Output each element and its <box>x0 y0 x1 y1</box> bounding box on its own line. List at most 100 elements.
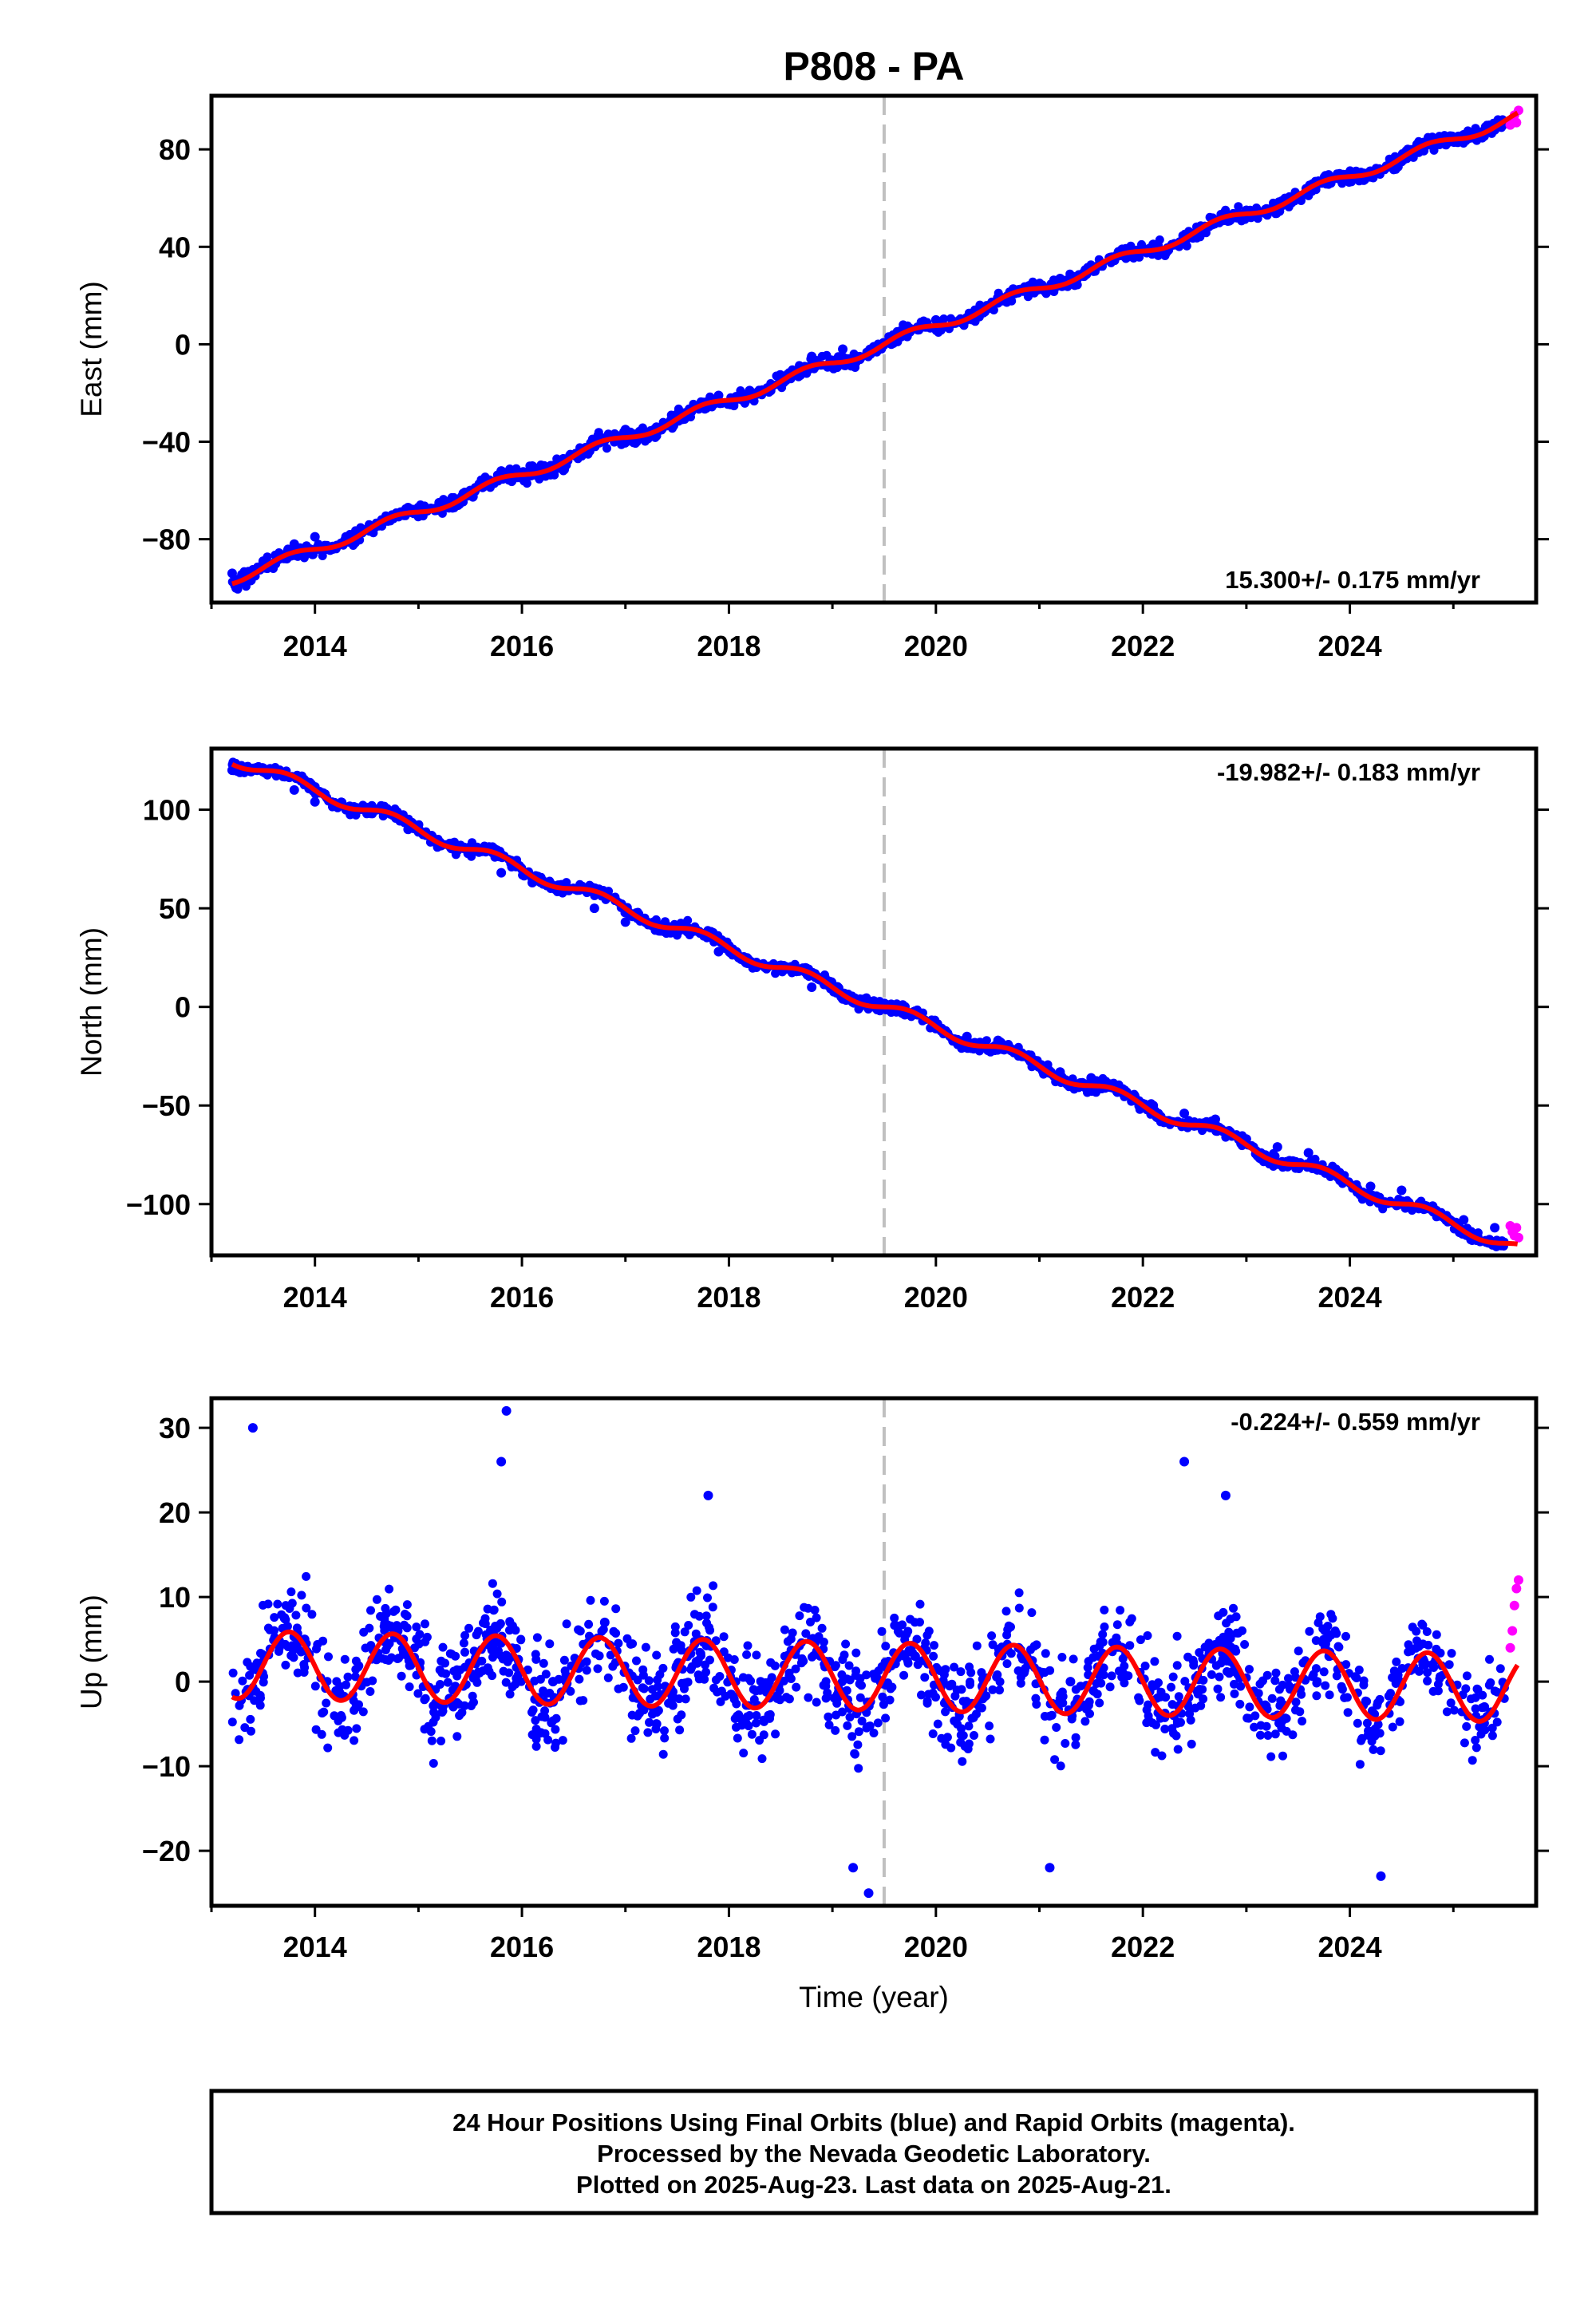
up-final-orbit-noise-point <box>1027 1608 1037 1618</box>
up-final-orbit-noise-point <box>543 1735 553 1745</box>
east-final-orbit-noise-point <box>1345 166 1355 176</box>
north-final-orbit-noise-point <box>887 1008 896 1018</box>
up-final-orbit-noise-point <box>1305 1626 1314 1636</box>
up-y-tick-label: 20 <box>159 1496 191 1529</box>
up-final-orbit-noise-point <box>964 1721 974 1731</box>
up-final-orbit-noise-point <box>252 1658 262 1668</box>
east-final-orbit-noise-point <box>511 464 520 474</box>
east-x-tick-label: 2022 <box>1111 630 1175 662</box>
up-final-orbit-noise-point <box>638 1670 648 1680</box>
up-final-orbit-noise-point <box>365 1687 375 1696</box>
up-final-orbit-point <box>1479 1701 1490 1712</box>
up-final-orbit-noise-point <box>393 1654 402 1663</box>
east-final-orbit-point <box>745 385 755 396</box>
east-final-orbit-noise-point <box>1153 251 1163 260</box>
up-final-orbit-noise-point <box>784 1671 794 1681</box>
plot-title: P808 - PA <box>784 44 965 89</box>
up-final-orbit-noise-point <box>675 1725 685 1735</box>
east-final-orbit-noise-point <box>349 541 358 550</box>
north-final-orbit-noise-point <box>982 1036 991 1045</box>
up-final-orbit-noise-point <box>302 1571 311 1581</box>
up-y-tick-label: −10 <box>142 1750 191 1783</box>
up-final-orbit-noise-point <box>845 1713 855 1722</box>
up-rapid-orbit-point <box>1511 1583 1522 1594</box>
up-final-orbit-noise-point <box>1100 1605 1109 1614</box>
up-final-orbit-noise-point <box>427 1736 437 1745</box>
up-final-orbit-noise-point <box>881 1642 891 1651</box>
up-final-orbit-noise-point <box>632 1656 641 1666</box>
east-frame <box>209 93 1539 605</box>
up-final-orbit-noise-point <box>1245 1665 1254 1674</box>
up-final-orbit-noise-point <box>1462 1721 1472 1731</box>
east-final-orbit-noise-point <box>1225 216 1235 226</box>
x-axis-label: Time (year) <box>799 1981 949 2014</box>
up-final-orbit-noise-point <box>405 1682 414 1692</box>
up-final-orbit-noise-point <box>752 1650 761 1660</box>
up-final-orbit-noise-point <box>531 1716 540 1725</box>
up-final-orbit-noise-point <box>365 1623 374 1633</box>
up-final-orbit-noise-point <box>1423 1676 1432 1686</box>
up-x-tick-label: 2020 <box>904 1931 968 1963</box>
up-final-orbit-noise-point <box>1284 1674 1293 1683</box>
up-final-orbit-noise-point <box>1014 1603 1024 1613</box>
up-final-orbit-point <box>599 1617 610 1627</box>
up-final-orbit-point <box>1428 1659 1438 1670</box>
up-final-orbit-noise-point <box>929 1651 938 1661</box>
up-final-orbit-noise-point <box>691 1629 701 1638</box>
up-final-orbit-noise-point <box>1014 1588 1024 1598</box>
north-rapid-orbit-points <box>1505 1220 1523 1243</box>
up-final-orbit-noise-point <box>1172 1631 1182 1641</box>
up-rapid-orbit-point <box>1513 1575 1523 1585</box>
up-final-orbit-noise-point <box>1006 1622 1015 1632</box>
east-x-tick-label: 2024 <box>1318 630 1382 662</box>
up-final-orbit-noise-point <box>318 1709 327 1718</box>
east-final-orbit-point <box>527 461 538 472</box>
east-final-orbit-noise-point <box>1161 249 1171 259</box>
up-final-orbit-noise-point <box>1404 1640 1413 1650</box>
east-final-orbit-noise-point <box>447 492 456 502</box>
east-final-orbit-noise-point <box>1240 215 1250 224</box>
up-final-orbit-noise-point <box>757 1754 767 1764</box>
east-y-tick-label: −80 <box>142 524 191 556</box>
up-final-orbit-noise-point <box>1224 1627 1234 1637</box>
up-final-orbit-noise-point <box>579 1696 588 1705</box>
up-final-orbit-noise-point <box>630 1726 640 1736</box>
up-final-orbit-noise-point <box>499 1666 508 1676</box>
north-final-orbit-point <box>589 903 599 914</box>
east-x-tick-label: 2018 <box>697 630 760 662</box>
east-y-axis-label: East (mm) <box>75 281 108 417</box>
up-final-orbit-noise-point <box>1240 1640 1250 1649</box>
up-final-orbit-noise-point <box>1294 1646 1303 1656</box>
up-final-orbit-noise-point <box>1089 1686 1099 1696</box>
up-final-orbit-noise-point <box>539 1658 548 1668</box>
up-final-orbit-noise-point <box>1388 1722 1397 1732</box>
up-final-orbit-noise-point <box>985 1721 994 1731</box>
up-final-orbit-noise-point <box>1278 1751 1287 1761</box>
north-y-tick-label: 0 <box>175 991 191 1024</box>
up-final-orbit-noise-point <box>963 1745 973 1753</box>
up-final-orbit-noise-point <box>736 1714 745 1723</box>
up-final-orbit-noise-point <box>966 1678 974 1686</box>
up-final-orbit-noise-point <box>381 1655 390 1664</box>
up-final-orbit-point <box>351 1701 361 1712</box>
up-final-orbit-noise-point <box>1355 1760 1365 1769</box>
east-final-orbit-noise-point <box>522 479 531 488</box>
north-x-tick-label: 2016 <box>490 1281 554 1314</box>
north-final-orbit-point <box>713 947 724 957</box>
up-final-orbit-noise-point <box>1174 1692 1183 1701</box>
up-final-orbit-noise-point <box>1215 1672 1224 1682</box>
up-final-orbit-noise-point <box>1485 1654 1494 1664</box>
up-final-orbit-noise-point <box>879 1700 888 1709</box>
up-final-orbit-noise-point <box>843 1721 852 1730</box>
up-final-orbit-noise-point <box>1235 1699 1245 1709</box>
up-final-orbit-noise-point <box>851 1648 861 1658</box>
up-final-orbit-noise-point <box>273 1599 282 1609</box>
up-final-orbit-noise-point <box>701 1667 711 1677</box>
up-final-orbit-noise-point <box>792 1682 801 1692</box>
up-final-orbit-point <box>1065 1677 1076 1687</box>
up-final-orbit-noise-point <box>1444 1660 1454 1670</box>
up-final-orbit-noise-point <box>752 1711 761 1720</box>
up-final-orbit-noise-point <box>429 1759 438 1768</box>
up-final-orbit-noise-point <box>460 1630 470 1640</box>
up-final-orbit-noise-point <box>1076 1682 1085 1691</box>
